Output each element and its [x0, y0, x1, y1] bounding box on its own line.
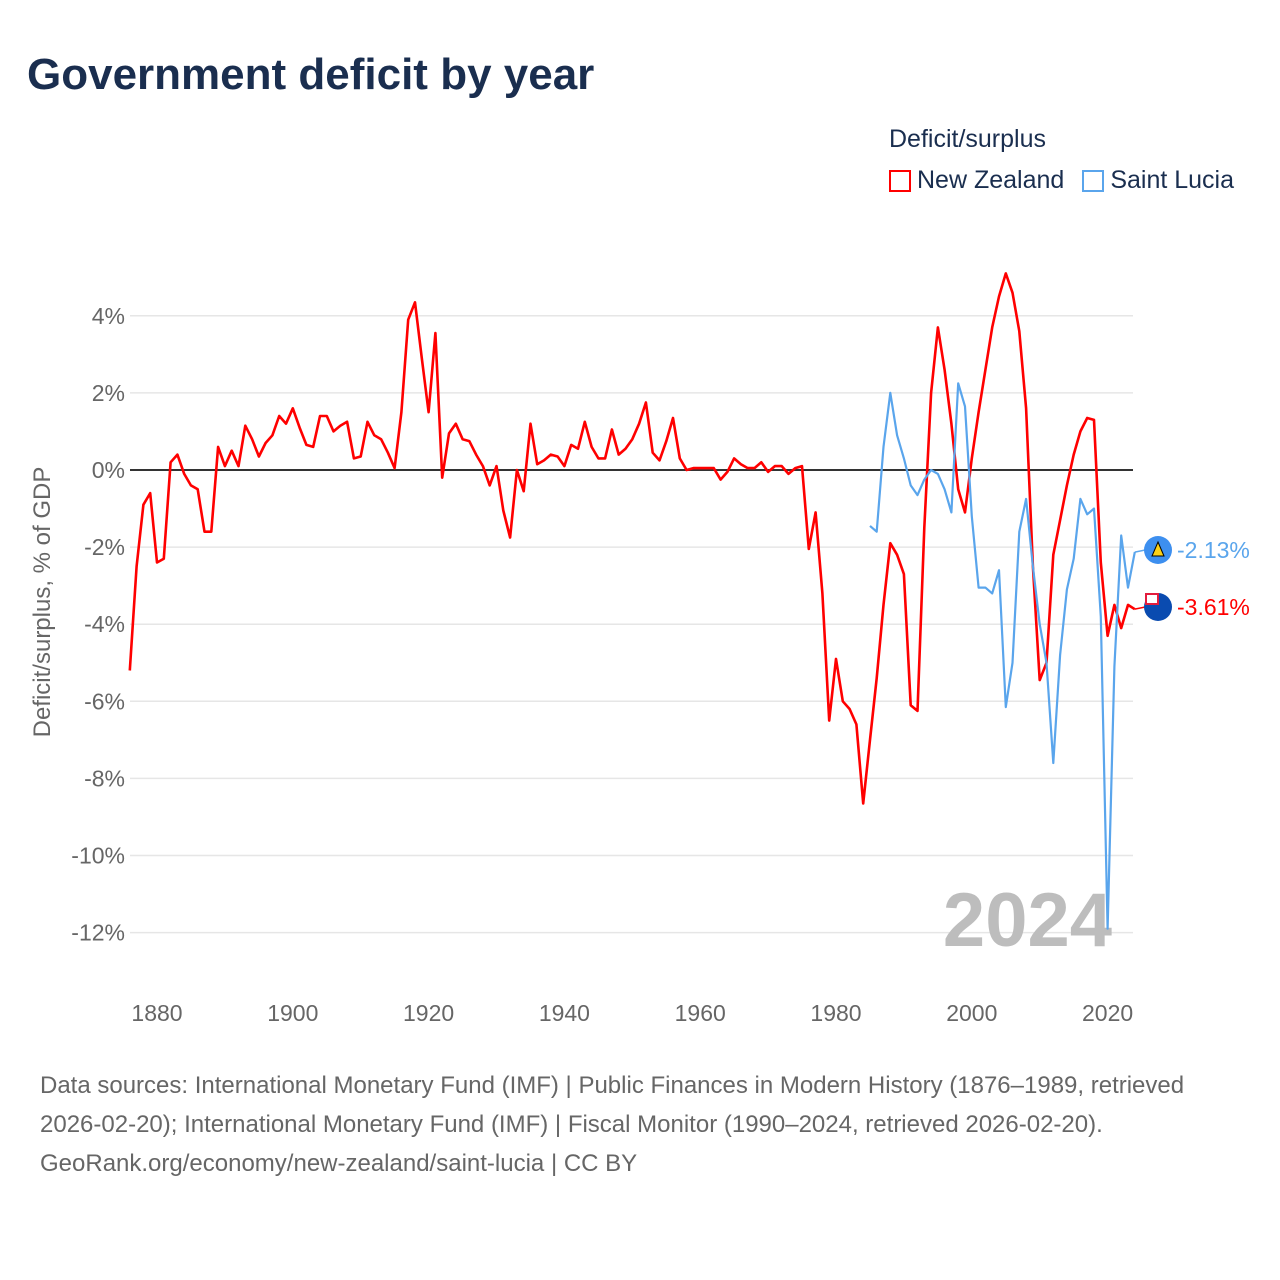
- end-label-saint-lucia: -2.13%: [1177, 537, 1250, 563]
- legend-label-new-zealand: New Zealand: [917, 166, 1065, 194]
- chart-title: Government deficit by year: [27, 50, 595, 99]
- chart-plot: 4% 2% 0% -2% -4% -6% -8% -10% -12% 1880 1900 1920 19…: [29, 272, 1250, 1026]
- end-connector-saint-lucia: [1134, 549, 1146, 553]
- legend-swatch-saint-lucia: [1082, 169, 1105, 192]
- legend-item-new-zealand[interactable]: New Zealand: [889, 166, 1064, 195]
- y-tick-label: -4%: [84, 611, 125, 637]
- y-tick-label: 2%: [92, 380, 125, 406]
- legend-label-saint-lucia: Saint Lucia: [1110, 166, 1235, 194]
- x-tick-label: 1900: [267, 1000, 318, 1026]
- series-line-saint-lucia: [869, 382, 1136, 930]
- data-sources: Data sources: International Monetary Fun…: [40, 1072, 1185, 1138]
- y-axis-label: Deficit/surplus, % of GDP: [29, 467, 56, 738]
- y-tick-label: -2%: [84, 534, 125, 560]
- y-tick-label: -8%: [84, 765, 125, 791]
- legend-item-saint-lucia[interactable]: Saint Lucia: [1082, 166, 1234, 195]
- x-tick-label: 1980: [810, 1000, 861, 1026]
- footer: Data sources: International Monetary Fun…: [40, 1066, 1240, 1183]
- x-tick-label: 1960: [675, 1000, 726, 1026]
- y-tick-label: 0%: [92, 457, 125, 483]
- legend: New Zealand Saint Lucia: [889, 166, 1234, 195]
- end-label-new-zealand: -3.61%: [1177, 594, 1250, 620]
- y-tick-label: -10%: [71, 843, 125, 869]
- credit-link[interactable]: GeoRank.org/economy/new-zealand/saint-lu…: [40, 1150, 638, 1177]
- x-tick-label: 2000: [946, 1000, 997, 1026]
- x-tick-label: 2020: [1082, 1000, 1133, 1026]
- y-tick-label: -12%: [71, 920, 125, 946]
- legend-title: Deficit/surplus: [889, 125, 1046, 153]
- series-line-new-zealand: [128, 272, 1136, 805]
- legend-swatch-new-zealand: [889, 169, 911, 192]
- year-watermark: 2024: [943, 878, 1112, 963]
- flag-union-icon: [1145, 593, 1159, 605]
- y-tick-label: 4%: [92, 303, 125, 329]
- flag-triangle-icon: [1151, 540, 1165, 557]
- y-tick-label: -6%: [84, 688, 125, 714]
- x-tick-label: 1880: [131, 1000, 182, 1026]
- end-connector-new-zealand: [1134, 606, 1146, 610]
- x-tick-label: 1940: [539, 1000, 590, 1026]
- x-tick-label: 1920: [403, 1000, 454, 1026]
